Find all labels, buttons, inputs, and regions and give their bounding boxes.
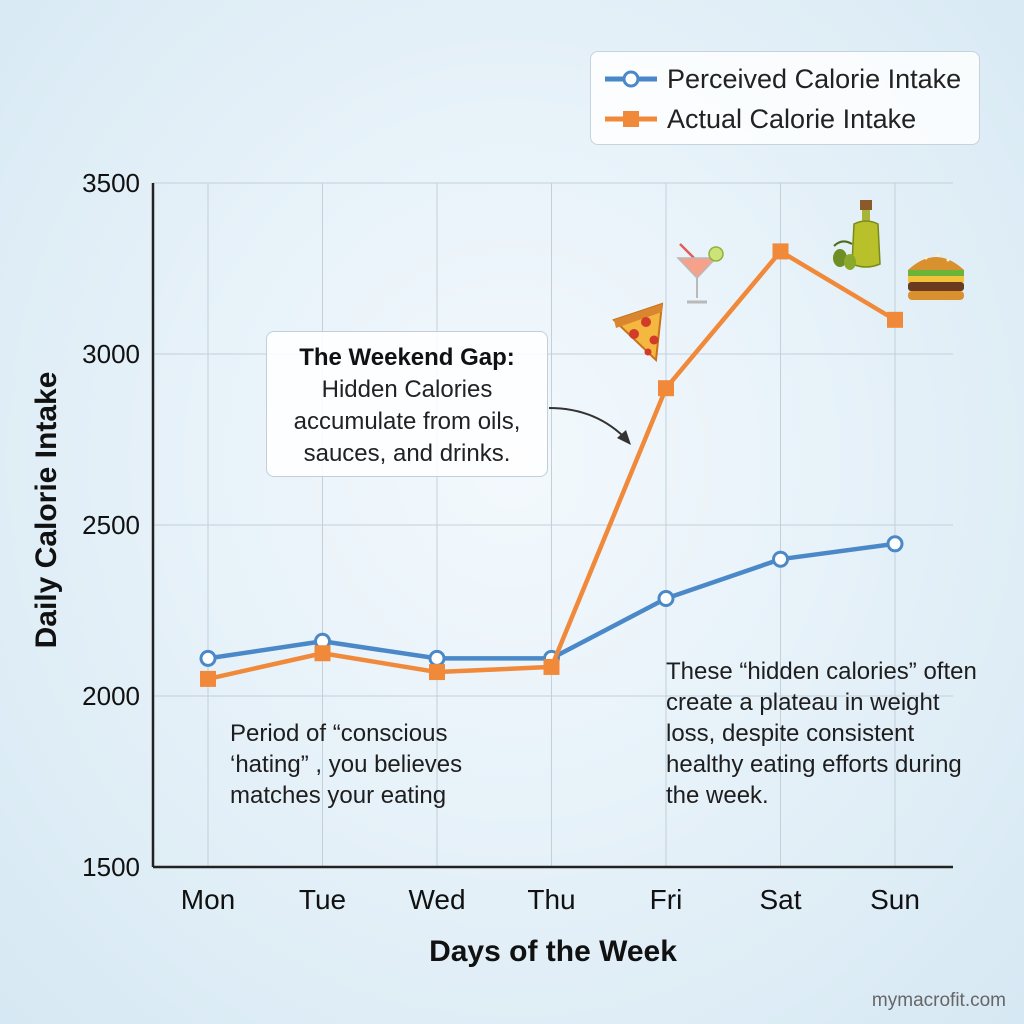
callout-title: The Weekend Gap: <box>299 344 515 371</box>
data-point-perceived <box>886 535 904 553</box>
data-point-perceived <box>657 590 675 608</box>
hidden-calories-note: These “hidden calories” often create a p… <box>666 658 977 809</box>
x-tick-label: Sat <box>759 884 801 915</box>
cocktail-icon <box>676 243 724 304</box>
legend-item-actual: Actual Calorie Intake <box>603 104 916 134</box>
y-axis-label: Daily Calorie Intake <box>30 372 63 649</box>
data-point-actual <box>314 645 331 662</box>
callout-arrow <box>548 407 629 442</box>
olive-oil-icon <box>833 200 881 270</box>
x-tick-label: Wed <box>408 884 465 915</box>
data-point-perceived <box>199 649 217 667</box>
x-tick-label: Sun <box>870 884 920 915</box>
callout-line-2: accumulate from oils, <box>293 408 521 435</box>
legend: Perceived Calorie Intake Actual Calorie … <box>590 51 980 145</box>
data-point-actual <box>887 311 903 328</box>
callout-line-3: sauces, and drinks. <box>303 440 511 467</box>
pizza-icon <box>612 302 664 363</box>
axes <box>151 183 953 869</box>
x-tick-label: Thu <box>527 884 575 915</box>
legend-item-perceived: Perceived Calorie Intake <box>603 64 961 94</box>
y-tick-label: 2500 <box>82 510 140 540</box>
legend-swatch-actual <box>605 111 657 127</box>
weekend-gap-callout: The Weekend Gap: Hidden Calories accumul… <box>266 331 548 477</box>
x-tick-label: Mon <box>181 884 235 915</box>
legend-label-actual: Actual Calorie Intake <box>667 103 917 134</box>
y-tick-label: 3500 <box>82 168 140 198</box>
x-tick-label: Tue <box>299 884 346 915</box>
data-point-perceived <box>772 550 789 568</box>
callout-line-1: Hidden Calories <box>321 376 493 403</box>
weekday-note: Period of “conscious ‘hating” , you beli… <box>230 720 463 809</box>
watermark: mymacrofit.com <box>871 990 1006 1011</box>
y-tick-label: 1500 <box>82 852 140 882</box>
legend-swatch-perceived <box>605 70 657 88</box>
data-point-actual <box>200 670 216 687</box>
y-tick-label: 3000 <box>82 339 140 369</box>
callout-arrowhead <box>617 430 631 445</box>
data-point-actual <box>772 243 789 260</box>
x-tick-label: Fri <box>650 884 683 915</box>
data-point-actual <box>658 380 674 397</box>
legend-label-perceived: Perceived Calorie Intake <box>667 63 962 94</box>
series <box>199 243 904 687</box>
data-point-actual <box>543 658 560 675</box>
data-point-perceived <box>428 649 446 667</box>
burger-icon <box>908 253 964 300</box>
y-tick-label: 2000 <box>82 681 140 711</box>
x-axis-label: Days of the Week <box>429 935 677 968</box>
data-point-actual <box>429 664 445 681</box>
tick-labels: 3500 3000 2500 2000 1500 Mon Tue Wed Thu Fri Sat Su… <box>82 168 920 915</box>
